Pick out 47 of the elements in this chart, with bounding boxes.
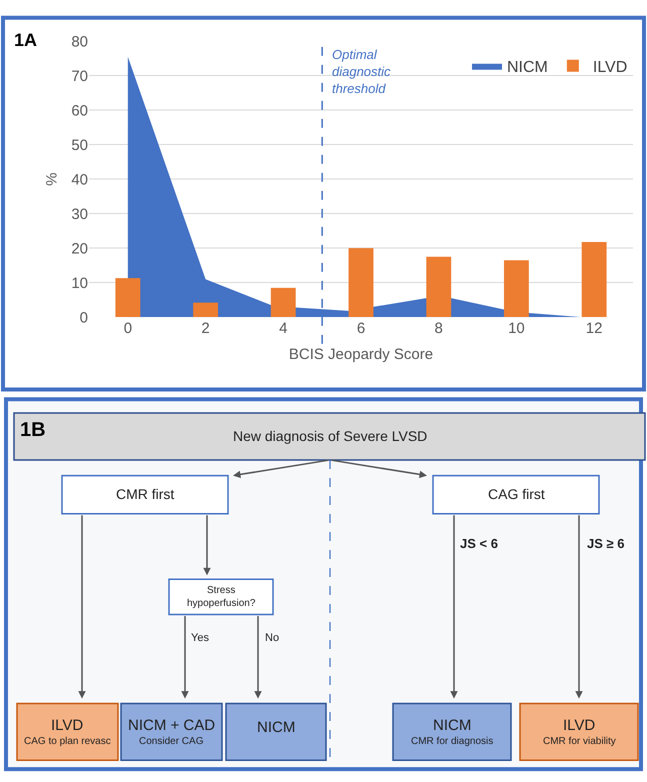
x-tick-label: 4: [279, 320, 288, 338]
x-tick-label: 12: [586, 320, 602, 338]
y-axis-title: %: [44, 172, 61, 186]
y-tick-label: 0: [80, 309, 88, 326]
y-tick-label: 80: [71, 34, 88, 51]
bar: [504, 260, 529, 318]
x-tick-label: 6: [356, 320, 366, 338]
text: CMR for viability: [543, 736, 616, 747]
bar: [426, 256, 452, 318]
y-tick-label: 70: [71, 68, 88, 85]
text: ILVD: [563, 717, 596, 734]
text: Consider CAG: [139, 736, 204, 747]
text: CAG to plan revasc: [24, 736, 111, 747]
ref-line-label: Optimal diagnostic threshold: [332, 47, 392, 96]
bar: [115, 278, 140, 318]
bar: [193, 302, 218, 318]
bar: [582, 242, 607, 318]
chart-title: 1A: [14, 30, 38, 50]
text: No: [265, 632, 280, 644]
bar: [348, 248, 374, 318]
x-tick-label: 8: [434, 320, 443, 338]
x-axis-title: BCIS Jeopardy Score: [288, 346, 434, 364]
text: NICM: [257, 719, 296, 736]
y-tick-label: 40: [71, 171, 88, 188]
text: NICM: [433, 717, 472, 734]
x-tick-label: 0: [124, 320, 132, 338]
text: 1B: [20, 419, 46, 441]
text: JS ≥ 6: [587, 536, 624, 551]
text: Yes: [191, 632, 210, 644]
text: CMR first: [116, 486, 174, 502]
text: CAG first: [488, 486, 545, 502]
y-tick-label: 20: [71, 240, 88, 258]
text: CMR for diagnosis: [411, 736, 494, 747]
text: NICM + CAD: [128, 717, 216, 734]
legend-label: ILVD: [592, 59, 628, 76]
text: JS < 6: [460, 536, 498, 551]
y-tick-label: 10: [71, 274, 88, 292]
x-tick-label: 10: [508, 320, 525, 338]
y-tick-label: 50: [71, 136, 88, 154]
text: Stress hypoperfusion?: [187, 585, 256, 609]
text: New diagnosis of Severe LVSD: [233, 428, 428, 444]
y-tick-label: 30: [71, 206, 88, 223]
y-tick-label: 60: [71, 102, 88, 120]
legend-label: NICM: [507, 59, 548, 76]
bar: [270, 288, 296, 318]
x-tick-label: 2: [201, 320, 210, 338]
text: ILVD: [51, 717, 84, 734]
